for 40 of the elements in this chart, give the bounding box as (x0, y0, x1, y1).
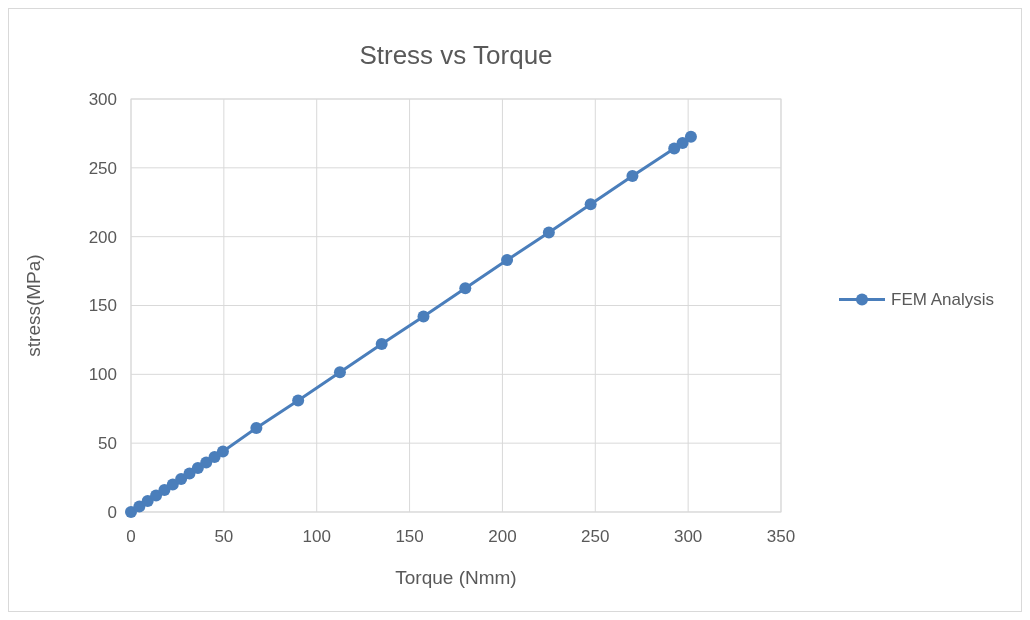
x-tick-label: 200 (488, 527, 517, 546)
point (150, 489, 163, 502)
legend-label: FEM Analysis (891, 290, 994, 310)
point (542, 226, 555, 239)
point (200, 456, 213, 469)
point (250, 422, 263, 435)
point (191, 461, 204, 474)
y-tick-label: 50 (98, 434, 117, 454)
x-tick-label: 150 (395, 527, 424, 546)
point (626, 170, 639, 183)
point (417, 310, 430, 323)
point (158, 483, 171, 496)
y-tick-label: 200 (88, 227, 117, 247)
point (684, 130, 697, 143)
point (333, 366, 346, 379)
y-axis-title: stress(MPa) (23, 254, 44, 357)
point (141, 494, 154, 507)
point (501, 254, 514, 267)
y-tick-label: 150 (88, 296, 117, 316)
x-tick-label: 300 (673, 527, 703, 546)
y-tick-label: 100 (88, 365, 117, 385)
x-tick-label: 50 (214, 527, 234, 546)
y-tick-label: 300 (88, 89, 117, 109)
point (292, 394, 305, 407)
point (175, 472, 188, 485)
point (125, 506, 137, 518)
point (208, 450, 221, 463)
point (676, 137, 689, 150)
y-tick-label: 250 (88, 158, 117, 178)
y-tick-label: 0 (107, 502, 117, 522)
point (459, 282, 472, 295)
chart-title: Stress vs Torque (359, 40, 553, 70)
x-tick-label: 100 (302, 527, 331, 546)
point (584, 198, 597, 211)
x-axis-title: Torque (Nmm) (395, 567, 517, 588)
x-tick-label: 250 (581, 527, 610, 546)
x-tick-label: 0 (126, 527, 136, 546)
x-tick-label: 350 (766, 527, 796, 546)
point (216, 445, 229, 458)
point (375, 338, 388, 351)
